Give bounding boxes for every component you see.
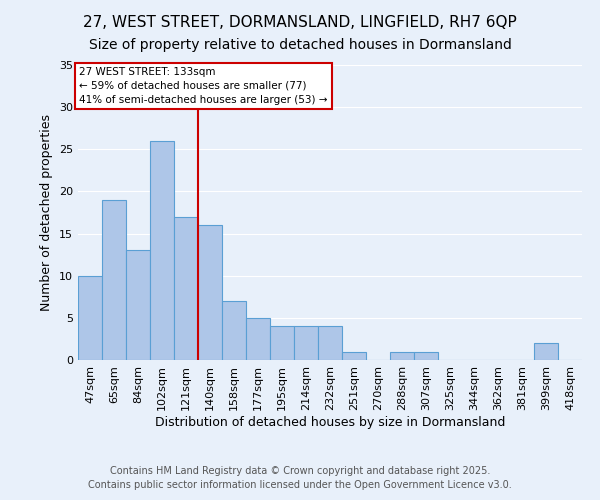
X-axis label: Distribution of detached houses by size in Dormansland: Distribution of detached houses by size … [155, 416, 505, 428]
Bar [222, 301, 246, 360]
Bar [294, 326, 318, 360]
Bar [174, 216, 198, 360]
Y-axis label: Number of detached properties: Number of detached properties [40, 114, 53, 311]
Text: 27, WEST STREET, DORMANSLAND, LINGFIELD, RH7 6QP: 27, WEST STREET, DORMANSLAND, LINGFIELD,… [83, 15, 517, 30]
Bar [198, 225, 222, 360]
Bar [126, 250, 150, 360]
Bar [342, 352, 366, 360]
Bar [270, 326, 294, 360]
Bar [78, 276, 102, 360]
Text: 27 WEST STREET: 133sqm
← 59% of detached houses are smaller (77)
41% of semi-det: 27 WEST STREET: 133sqm ← 59% of detached… [79, 66, 328, 104]
Bar [390, 352, 414, 360]
Bar [414, 352, 438, 360]
Bar [102, 200, 126, 360]
Bar [246, 318, 270, 360]
Text: Size of property relative to detached houses in Dormansland: Size of property relative to detached ho… [89, 38, 511, 52]
Bar [318, 326, 342, 360]
Bar [150, 141, 174, 360]
Text: Contains HM Land Registry data © Crown copyright and database right 2025.
Contai: Contains HM Land Registry data © Crown c… [88, 466, 512, 490]
Bar [534, 343, 558, 360]
